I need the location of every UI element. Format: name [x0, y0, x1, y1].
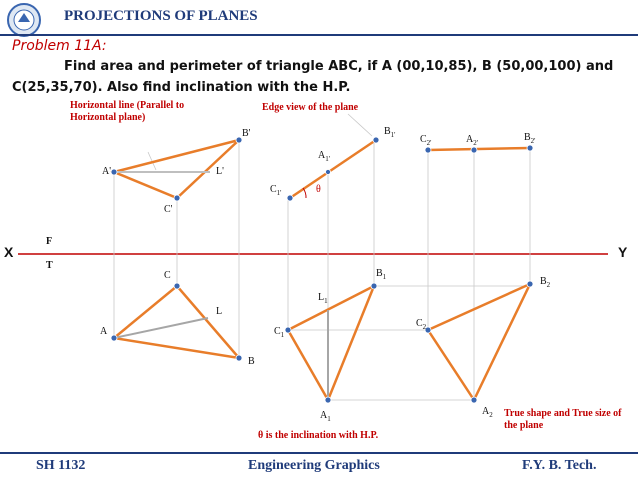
footer-class: F.Y. B. Tech.	[522, 458, 597, 473]
point-a1-top-label: A1	[320, 410, 331, 423]
point-a-front-label: A'	[102, 166, 112, 177]
edge-view-note: Edge view of the plane	[262, 102, 359, 113]
point-b1-front-label: B1'	[384, 126, 396, 139]
true-shape-note: True shape and True size of the plane	[504, 408, 622, 431]
true-length-line-top	[113, 317, 209, 339]
point-a2-top-label: A2	[482, 406, 493, 419]
point-l-front-label: L'	[216, 166, 224, 177]
horizontal-line-note: Horizontal line (Parallel to Horizontal …	[70, 100, 185, 123]
theta-note: θ is the inclination with H.P.	[258, 430, 379, 441]
point-c-top-label: C	[164, 270, 171, 281]
point-c2-front-label: C2'	[420, 134, 432, 147]
point-b2-front-label: B2'	[524, 132, 536, 145]
point-l-top-label: L	[216, 306, 223, 317]
header-divider	[0, 34, 638, 36]
top-view-triangle	[111, 284, 243, 360]
point-b-front-label: B'	[242, 128, 251, 139]
second-front-view-line	[427, 146, 531, 152]
point-a2-front-label: A2'	[466, 134, 478, 147]
theta-arc	[302, 187, 307, 199]
projector-lines	[113, 113, 531, 401]
y-label: Y	[618, 244, 628, 260]
point-l1-top-label: L1	[318, 292, 328, 305]
second-top-view-triangle	[286, 283, 377, 403]
projection-points	[110, 136, 534, 404]
true-shape-triangle	[426, 281, 533, 403]
theta-label: θ	[316, 184, 321, 195]
page-title: PROJECTIONS OF PLANES	[64, 8, 258, 24]
point-c1-top-label: C1	[274, 326, 285, 339]
point-c-front-label: C'	[164, 204, 173, 215]
point-a1-front-label: A1'	[318, 150, 330, 163]
problem-statement: Find area and perimeter of triangle ABC,…	[12, 59, 614, 95]
t-label: T	[46, 260, 53, 271]
x-label: X	[4, 244, 14, 260]
point-c2-top-label: C2	[416, 318, 427, 331]
f-label: F	[46, 236, 53, 247]
footer-divider	[0, 452, 638, 454]
front-view-triangle	[110, 138, 240, 200]
college-logo-icon	[6, 2, 42, 38]
point-b-top-label: B	[248, 356, 255, 367]
point-b1-top-label: B1	[376, 268, 387, 281]
edge-view-line	[289, 138, 377, 200]
footer-course-code: SH 1132	[36, 458, 86, 473]
point-c1-front-label: C1'	[270, 184, 282, 197]
point-b2-top-label: B2	[540, 276, 551, 289]
problem-label: Problem 11A:	[12, 38, 107, 54]
point-a-top-label: A	[100, 326, 108, 337]
footer-subject: Engineering Graphics	[248, 458, 380, 473]
